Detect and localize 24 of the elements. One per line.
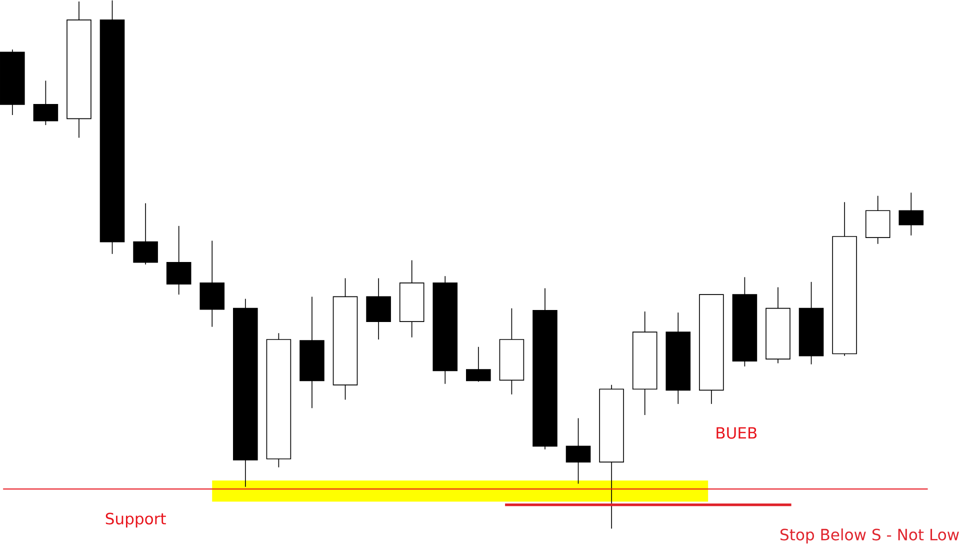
candlestick (766, 286, 790, 364)
candlestick (300, 296, 324, 409)
candlestick (399, 260, 424, 338)
candlestick (100, 0, 125, 254)
candlestick (0, 49, 25, 116)
annotation: BUEB (716, 427, 757, 439)
candlestick (200, 240, 225, 328)
candlestick (499, 308, 524, 395)
candlestick (865, 195, 890, 244)
candlestick (366, 278, 391, 340)
candlestick (532, 288, 558, 450)
candlestick (233, 298, 258, 488)
candlestick (599, 384, 624, 530)
ref-line-label: Stop Below S - Not Low (780, 528, 959, 544)
candlestick (332, 278, 358, 400)
candlestick (66, 1, 92, 138)
candlestick (166, 226, 192, 296)
candlestick (566, 418, 591, 484)
candlestick (666, 312, 691, 404)
candlestick (898, 192, 924, 236)
candlestick (632, 311, 658, 416)
candlestick (432, 276, 458, 384)
candlestick (832, 202, 857, 356)
ref-line-label: Support (106, 512, 166, 528)
